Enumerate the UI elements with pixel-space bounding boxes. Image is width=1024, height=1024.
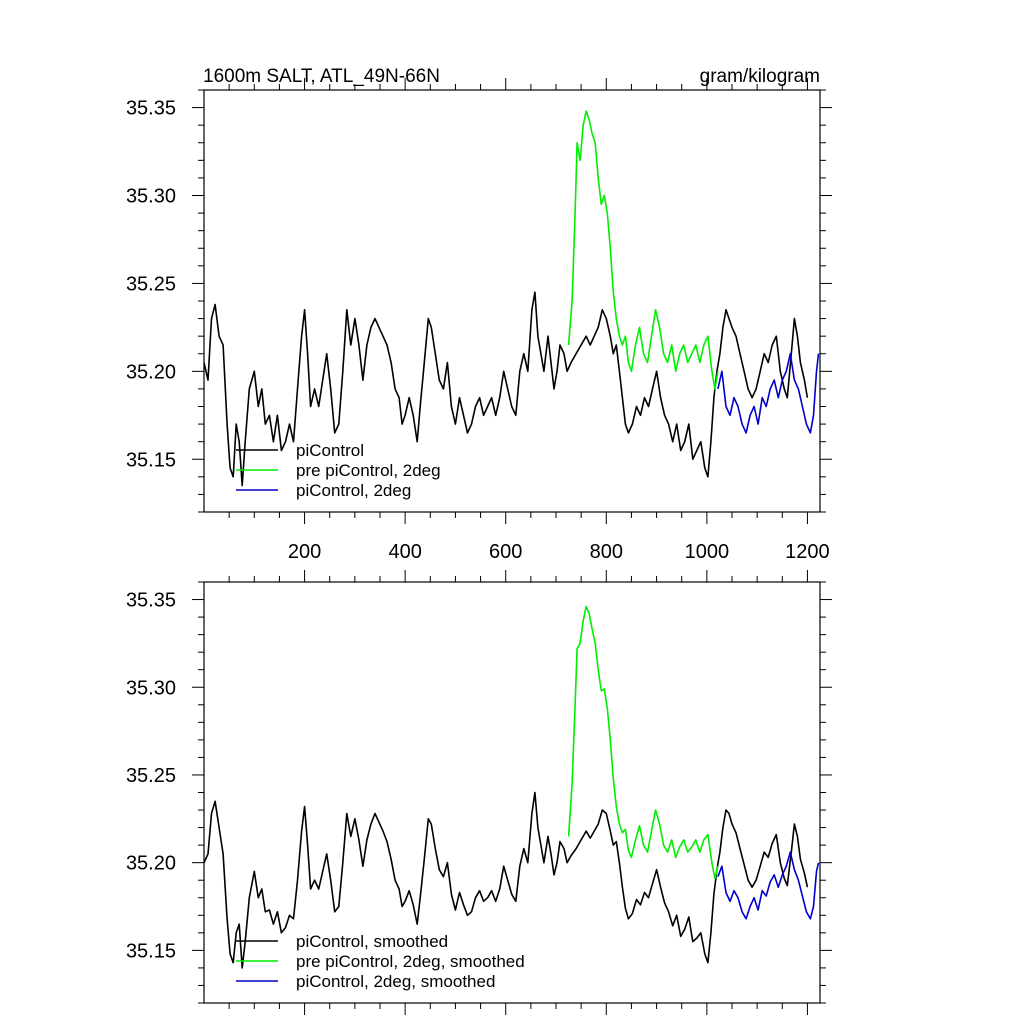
- series-line-1: [567, 605, 719, 880]
- y-tick-label: 35.25: [126, 765, 176, 787]
- y-tick-label: 35.30: [126, 186, 176, 208]
- legend-label: piControl, 2deg, smoothed: [296, 972, 495, 991]
- legend-label: pre piControl, 2deg, smoothed: [296, 952, 525, 971]
- y-tick-label: 35.35: [126, 98, 176, 120]
- x-tick-label: 1200: [785, 541, 830, 563]
- y-tick-label: 35.20: [126, 853, 176, 875]
- legend-label: piControl, 2deg: [296, 481, 411, 500]
- legend-label: pre piControl, 2deg: [296, 461, 441, 480]
- legend-label: piControl: [296, 441, 364, 460]
- top-panel: 35.15 35.20 35.25 35.30 35.35 200 400 600 800 100…: [126, 78, 832, 563]
- units-label: gram/kilogram: [700, 66, 820, 87]
- y-tick-label: 35.20: [126, 361, 176, 383]
- y-tick-label: 35.25: [126, 273, 176, 295]
- x-tick-label: 400: [388, 541, 421, 563]
- series-line-1: [567, 110, 719, 390]
- x-tick-label: 1000: [685, 541, 730, 563]
- x-tick-label: 600: [489, 541, 522, 563]
- series-line-2: [717, 352, 820, 434]
- legend-label: piControl, smoothed: [296, 932, 448, 951]
- chart-title: 1600m SALT, ATL_49N-66N: [203, 66, 440, 87]
- series-line-0: [203, 291, 809, 487]
- y-tick-label: 35.15: [126, 940, 176, 962]
- y-tick-label: 35.30: [126, 677, 176, 699]
- x-tick-label: 800: [590, 541, 623, 563]
- y-tick-label: 35.15: [126, 449, 176, 471]
- x-tick-label: 200: [288, 541, 321, 563]
- series-line-2: [717, 851, 820, 920]
- series-line-0: [203, 791, 809, 969]
- y-tick-label: 35.35: [126, 590, 176, 612]
- bottom-panel: 35.15 35.20 35.25 35.30 35.35 piControl, smoo…: [126, 570, 832, 1015]
